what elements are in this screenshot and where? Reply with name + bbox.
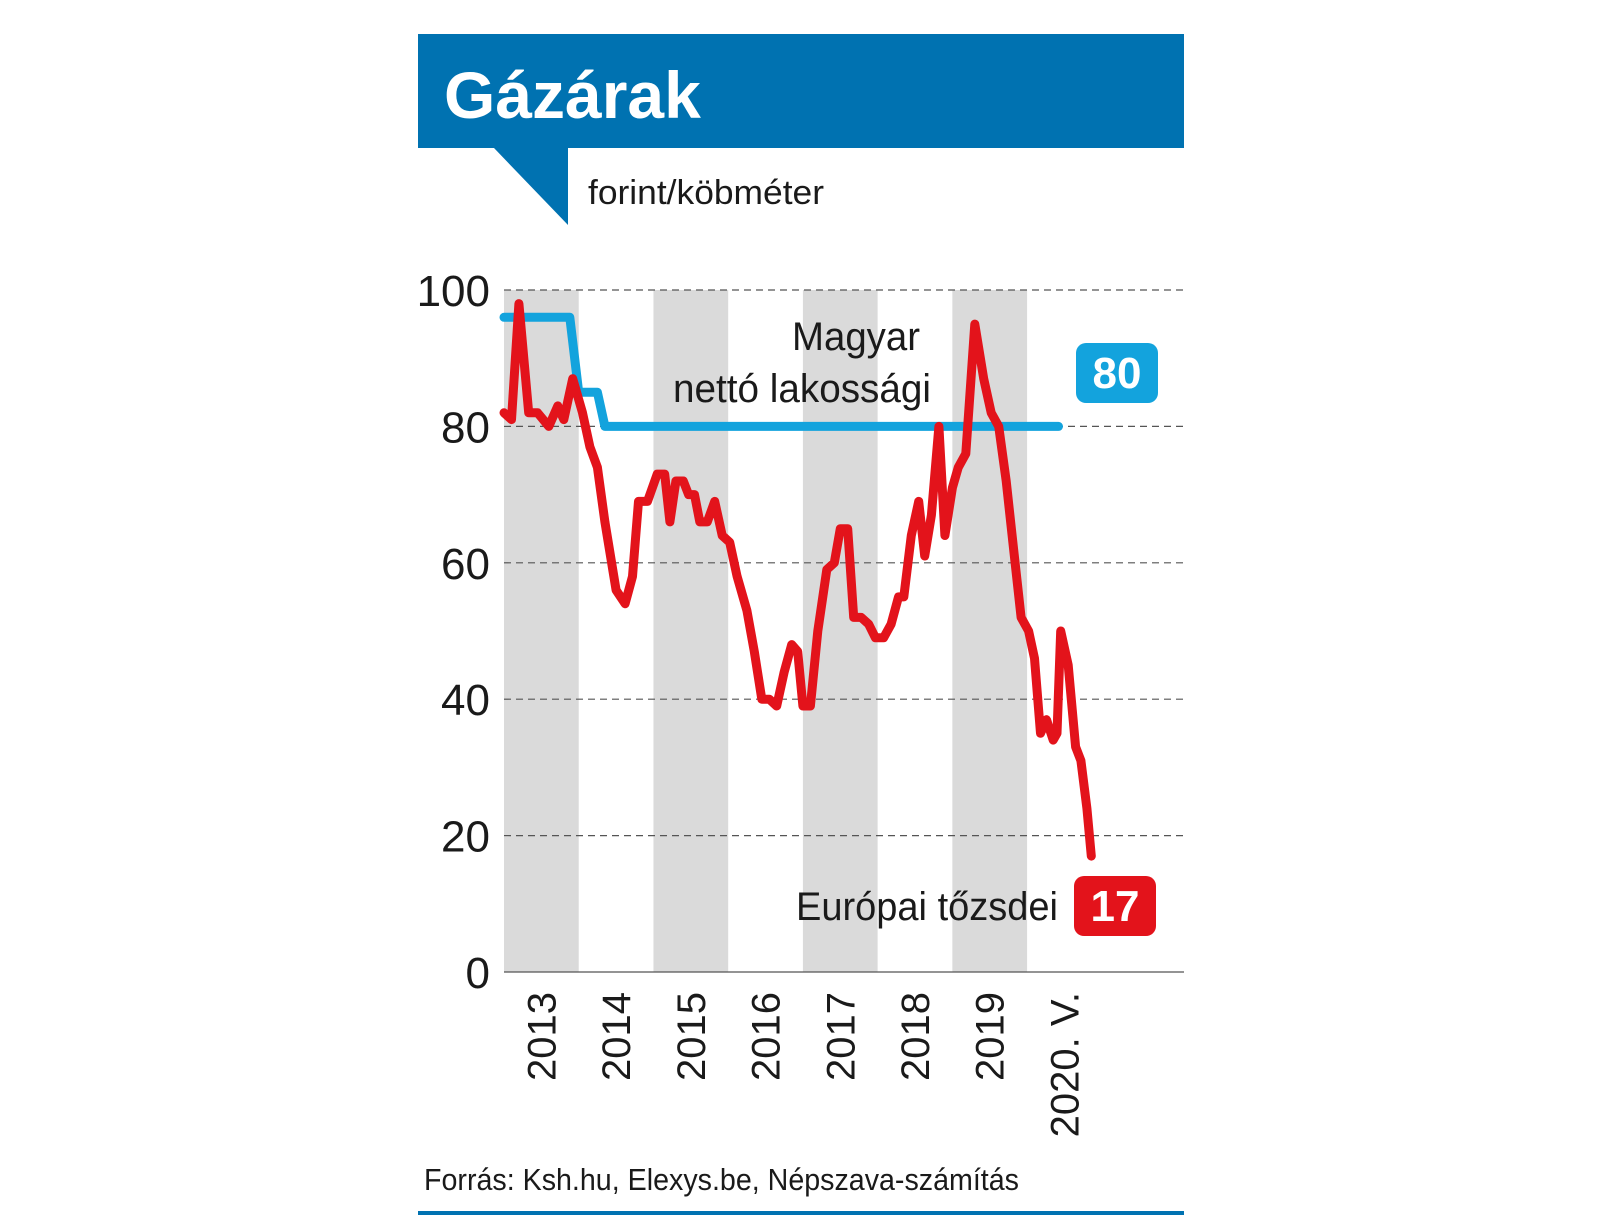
european-value-badge xyxy=(1074,876,1156,936)
chart-title: Gázárak xyxy=(444,58,701,132)
header-pointer xyxy=(494,148,568,225)
hungarian-price-line xyxy=(499,312,1063,431)
european-price-line xyxy=(499,299,1096,861)
series-lines xyxy=(499,299,1096,861)
hungarian-value-label: 80 xyxy=(1093,349,1142,398)
footer-rule xyxy=(418,1211,1184,1215)
y-tick-labels: 0 20 40 60 80 100 xyxy=(417,267,490,998)
unit-label: forint/köbméter xyxy=(588,174,824,212)
x-tick-labels: 2013 2014 2015 2016 2017 2018 2019 2020. V. xyxy=(520,992,1087,1137)
european-label: Európai tőzsdei xyxy=(796,885,1058,929)
source-note: Forrás: Ksh.hu, Elexys.be, Népszava-szám… xyxy=(424,1162,1019,1197)
hungarian-series-label: Magyar nettó lakossági 80 xyxy=(673,315,1158,411)
y-tick-label: 20 xyxy=(441,813,490,862)
x-tick-label: 2019 xyxy=(969,992,1013,1081)
year-band-2015 xyxy=(653,290,729,972)
x-tick-label: 2017 xyxy=(819,992,863,1081)
y-tick-label: 0 xyxy=(466,949,490,998)
x-tick-label: 2015 xyxy=(670,992,714,1081)
x-tick-label: 2016 xyxy=(745,992,789,1081)
y-tick-label: 60 xyxy=(441,540,490,589)
hungarian-label-line-1: Magyar xyxy=(792,315,920,359)
x-tick-label: 2018 xyxy=(894,992,938,1081)
hungarian-value-badge xyxy=(1076,343,1158,403)
y-tick-label: 80 xyxy=(441,403,490,452)
y-tick-label: 40 xyxy=(441,676,490,725)
y-tick-label: 100 xyxy=(417,267,490,316)
header-bar xyxy=(418,34,1184,148)
european-value-label: 17 xyxy=(1091,882,1140,931)
x-tick-label: 2014 xyxy=(595,992,639,1081)
hungarian-label-line-2: nettó lakossági xyxy=(673,367,931,411)
header: Gázárak forint/köbméter xyxy=(418,34,1184,225)
x-tick-label: 2013 xyxy=(520,992,564,1081)
x-tick-label: 2020. V. xyxy=(1043,992,1087,1137)
european-series-label: Európai tőzsdei 17 xyxy=(796,876,1156,936)
